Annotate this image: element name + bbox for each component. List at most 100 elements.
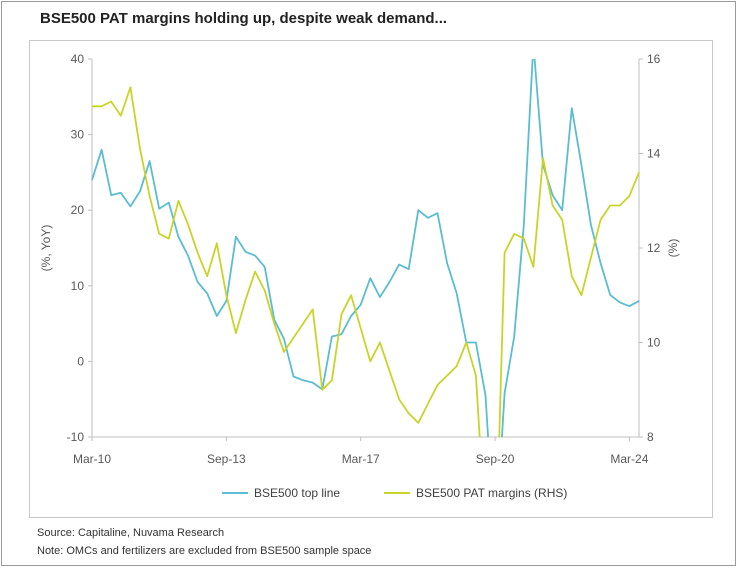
data-point-pat-margins [120,115,122,117]
source-note: Source: Capitaline, Nuvama Research [37,527,225,539]
data-point-pat-margins [244,299,247,301]
data-point-pat-margins [580,294,583,296]
data-point-pat-margins [638,171,640,173]
data-point-top-line [350,315,352,317]
data-point-top-line [484,394,487,396]
left-tick-label: -10 [67,430,85,444]
data-point-top-line [101,149,103,151]
data-point-top-line [580,164,583,166]
data-point-pat-margins [532,266,534,268]
left-tick-label: 20 [71,203,85,217]
data-point-pat-margins [91,105,93,107]
data-point-top-line [552,194,554,196]
data-point-top-line [283,338,285,340]
legend-label-pat-margins: BSE500 PAT margins (RHS) [416,486,567,500]
data-point-top-line [408,268,410,270]
data-point-pat-margins [168,238,170,240]
data-point-pat-margins [254,271,256,273]
data-point-pat-margins [523,238,525,240]
data-point-top-line [398,264,400,266]
data-point-pat-margins [379,341,381,344]
data-point-top-line [158,208,160,210]
data-point-pat-margins [340,313,343,315]
data-point-pat-margins [456,365,458,367]
data-point-pat-margins [158,233,160,235]
data-point-pat-margins [292,337,295,339]
right-tick-label: 8 [647,430,654,444]
data-point-pat-margins [197,252,199,254]
data-point-pat-margins [542,157,544,159]
data-point-pat-margins [388,370,391,372]
data-point-pat-margins [427,403,429,405]
data-point-pat-margins [369,360,371,362]
series-line-top-line [91,59,640,437]
x-tick-label: Mar-10 [73,452,111,466]
data-point-top-line [168,202,170,204]
data-point-pat-margins [350,294,352,296]
data-point-pat-margins [312,308,314,310]
line-chart: -10 0 10 20 30 40 8 10 12 14 16 Mar-10 Sep-13 Mar-17 S… [39,43,680,500]
x-tick-label: Sep-13 [207,452,246,466]
data-point-pat-margins [331,379,333,381]
data-point-top-line [292,375,295,378]
data-point-top-line [302,379,304,381]
data-point-pat-margins [552,204,554,207]
chart-area: -10 0 10 20 30 40 8 10 12 14 16 Mar-10 Sep-13 Mar-17 S… [29,40,713,518]
chart-title: BSE500 PAT margins holding up, despite w… [40,10,448,27]
data-point-top-line [139,190,141,192]
data-point-pat-margins [177,200,179,202]
data-point-top-line [187,255,189,257]
data-point-top-line [533,43,534,44]
data-point-pat-margins [561,219,563,221]
data-point-pat-margins [571,275,573,277]
data-point-top-line [571,107,573,109]
data-point-pat-margins [465,341,467,344]
data-point-pat-margins [360,327,362,329]
data-point-top-line [590,224,592,226]
data-point-pat-margins [619,204,621,207]
data-point-pat-margins [408,412,410,414]
data-point-pat-margins [101,105,103,107]
data-point-pat-margins [235,332,237,334]
data-point-pat-margins [504,252,506,254]
data-point-top-line [379,296,381,298]
data-point-top-line [244,251,247,253]
data-point-pat-margins [129,86,131,88]
data-point-pat-margins [206,275,208,277]
data-point-top-line [638,300,640,302]
data-point-pat-margins [149,195,151,197]
data-point-pat-margins [139,148,141,150]
data-point-top-line [129,205,131,207]
left-tick-label: 10 [71,279,85,293]
data-point-top-line [360,304,362,306]
data-point-pat-margins [600,219,602,221]
data-point-top-line [475,341,477,344]
data-point-top-line [609,294,611,296]
data-point-pat-margins [283,351,285,353]
left-axis-title: (%, YoY) [39,225,53,272]
data-point-top-line [110,194,112,196]
data-point-pat-margins [273,323,275,325]
right-tick-label: 16 [647,52,661,66]
data-point-top-line [523,224,525,226]
data-point-top-line [436,212,439,214]
data-point-top-line [216,315,218,317]
data-point-pat-margins [417,422,419,424]
data-point-top-line [149,160,151,162]
series-line-pat-margins [92,86,640,437]
data-point-top-line [561,209,563,211]
x-tick-label: Sep-20 [476,452,515,466]
right-axis-title: (%) [666,239,680,258]
data-point-top-line [628,305,631,307]
data-point-top-line [369,277,371,279]
data-point-pat-margins [302,323,304,325]
data-point-top-line [340,333,343,335]
data-point-top-line [206,292,208,294]
data-point-top-line [619,301,621,303]
data-point-top-line [235,236,237,238]
right-tick-label: 10 [647,336,661,350]
data-point-top-line [417,209,419,211]
data-point-top-line [427,217,429,219]
data-point-pat-margins [187,223,189,225]
